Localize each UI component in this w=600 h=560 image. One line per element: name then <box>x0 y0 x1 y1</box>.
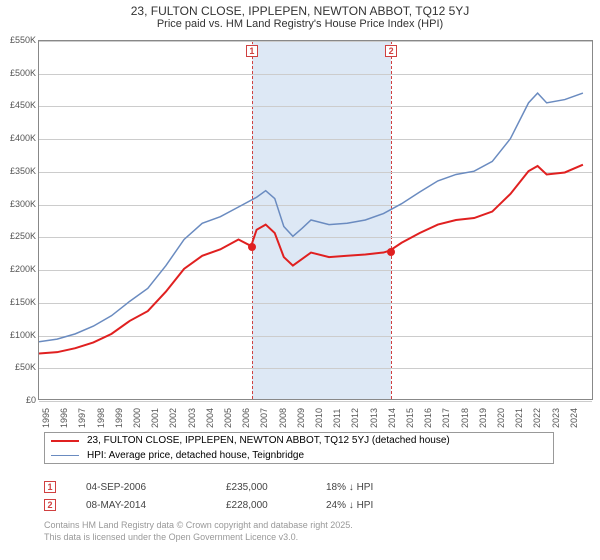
x-axis-label: 1995 <box>41 408 51 428</box>
legend-swatch <box>51 455 79 457</box>
table-delta: 24% ↓ HPI <box>326 500 426 511</box>
table-delta: 18% ↓ HPI <box>326 482 426 493</box>
x-axis-label: 2008 <box>278 408 288 428</box>
chart-title: 23, FULTON CLOSE, IPPLEPEN, NEWTON ABBOT… <box>0 0 600 18</box>
x-axis-label: 2014 <box>387 408 397 428</box>
footer-line-1: Contains HM Land Registry data © Crown c… <box>44 520 353 532</box>
marker-2: 2 <box>385 45 397 57</box>
y-axis-label: £0 <box>4 395 36 405</box>
x-axis-label: 2023 <box>551 408 561 428</box>
x-axis-label: 2001 <box>150 408 160 428</box>
y-axis-label: £100K <box>4 330 36 340</box>
x-axis-label: 2012 <box>350 408 360 428</box>
legend-label: 23, FULTON CLOSE, IPPLEPEN, NEWTON ABBOT… <box>87 435 450 446</box>
chart-plot-area: 12 <box>38 40 593 400</box>
marker-dot-1 <box>248 243 256 251</box>
x-axis-label: 1998 <box>96 408 106 428</box>
x-axis-label: 2013 <box>369 408 379 428</box>
x-axis-label: 2019 <box>478 408 488 428</box>
x-axis-label: 2000 <box>132 408 142 428</box>
y-axis-label: £550K <box>4 35 36 45</box>
y-axis-label: £400K <box>4 133 36 143</box>
table-marker: 1 <box>44 481 56 493</box>
x-axis-label: 2010 <box>314 408 324 428</box>
y-axis-label: £500K <box>4 68 36 78</box>
legend-item: 23, FULTON CLOSE, IPPLEPEN, NEWTON ABBOT… <box>45 433 553 448</box>
y-axis-label: £450K <box>4 100 36 110</box>
marker-dot-2 <box>387 248 395 256</box>
transaction-table: 1 04-SEP-2006£235,00018% ↓ HPI 2 08-MAY-201… <box>44 478 426 514</box>
x-axis-label: 2006 <box>241 408 251 428</box>
legend-label: HPI: Average price, detached house, Teig… <box>87 450 304 461</box>
y-axis-label: £300K <box>4 199 36 209</box>
x-axis-label: 2007 <box>259 408 269 428</box>
legend-swatch <box>51 440 79 442</box>
y-axis-label: £50K <box>4 362 36 372</box>
x-axis-label: 2022 <box>532 408 542 428</box>
x-axis-label: 2024 <box>569 408 579 428</box>
series-property <box>39 165 583 354</box>
y-axis-label: £200K <box>4 264 36 274</box>
legend-item: HPI: Average price, detached house, Teig… <box>45 448 553 463</box>
x-axis-label: 2020 <box>496 408 506 428</box>
footer-attribution: Contains HM Land Registry data © Crown c… <box>44 520 353 543</box>
table-row: 1 04-SEP-2006£235,00018% ↓ HPI <box>44 478 426 496</box>
x-axis-label: 2016 <box>423 408 433 428</box>
table-date: 08-MAY-2014 <box>86 500 226 511</box>
x-axis-label: 2002 <box>168 408 178 428</box>
x-axis-label: 2011 <box>332 409 342 428</box>
table-row: 2 08-MAY-2014£228,00024% ↓ HPI <box>44 496 426 514</box>
x-axis-label: 1999 <box>114 408 124 428</box>
y-axis-label: £350K <box>4 166 36 176</box>
footer-line-2: This data is licensed under the Open Gov… <box>44 532 353 544</box>
x-axis-label: 2004 <box>205 408 215 428</box>
table-date: 04-SEP-2006 <box>86 482 226 493</box>
y-axis-label: £150K <box>4 297 36 307</box>
table-price: £235,000 <box>226 482 326 493</box>
x-axis-label: 2003 <box>187 408 197 428</box>
x-axis-label: 2018 <box>460 408 470 428</box>
x-axis-label: 2015 <box>405 408 415 428</box>
x-axis-label: 2009 <box>296 408 306 428</box>
chart-subtitle: Price paid vs. HM Land Registry's House … <box>0 18 600 32</box>
x-axis-label: 1996 <box>59 408 69 428</box>
x-axis-label: 2017 <box>441 408 451 428</box>
x-axis-label: 2021 <box>514 408 524 428</box>
table-price: £228,000 <box>226 500 326 511</box>
table-marker: 2 <box>44 499 56 511</box>
y-axis-label: £250K <box>4 231 36 241</box>
legend: 23, FULTON CLOSE, IPPLEPEN, NEWTON ABBOT… <box>44 432 554 464</box>
marker-1: 1 <box>246 45 258 57</box>
series-hpi <box>39 93 583 342</box>
x-axis-label: 2005 <box>223 408 233 428</box>
x-axis-label: 1997 <box>77 408 87 428</box>
